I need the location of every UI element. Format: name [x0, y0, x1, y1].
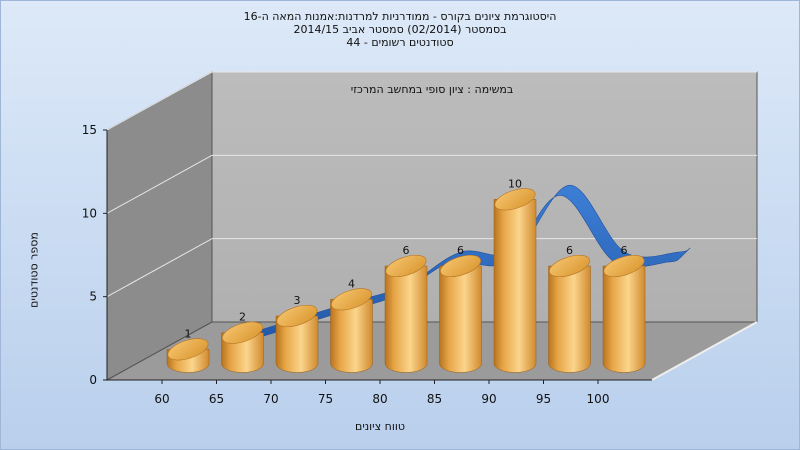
- x-axis-ticks: 60 65 70 75 80 85 90 95 100: [154, 380, 609, 406]
- bar-cap: [167, 338, 209, 361]
- bar-value-label: 6: [403, 244, 410, 257]
- x-tick-label: 90: [481, 392, 496, 406]
- bar-65: 2: [221, 311, 264, 373]
- bar-value-label: 2: [239, 311, 246, 324]
- x-tick-label: 60: [154, 392, 169, 406]
- bar-cap: [494, 188, 536, 211]
- y-axis-ticks: 0 5 10 15: [82, 123, 107, 387]
- bar-90: 10: [493, 177, 537, 373]
- bar-70: 3: [275, 294, 319, 373]
- title-line-3: סטודנטים רשומים - 44: [346, 36, 454, 49]
- bar-value-label: 3: [294, 294, 301, 307]
- x-tick-label: 75: [318, 392, 333, 406]
- bar-cap: [222, 321, 263, 344]
- bar-value-label: 10: [508, 177, 522, 190]
- bar-body: [275, 315, 319, 373]
- y-tick-label: 15: [82, 123, 97, 137]
- bar-body: [602, 265, 646, 373]
- bar-cap: [276, 304, 318, 328]
- gridline-side: [106, 238, 213, 298]
- bar-body: [548, 265, 591, 373]
- title-line-2: בסמסטר (02/2014) סמסטר אביב 2014/15: [293, 23, 507, 36]
- bar-value-label: 6: [457, 244, 464, 257]
- bar-cap: [603, 254, 645, 278]
- y-tick-label: 10: [82, 206, 97, 220]
- bar-body: [493, 199, 537, 373]
- x-tick-label: 95: [536, 392, 551, 406]
- bar-80: 6: [384, 244, 428, 373]
- x-tick-label: 70: [263, 392, 278, 406]
- gridlines: [106, 71, 757, 298]
- bar-cap: [385, 254, 427, 278]
- y-tick-label: 0: [89, 373, 97, 387]
- y-tick-label: 5: [89, 290, 97, 304]
- gridline-side: [106, 71, 213, 131]
- bar-100: 6: [602, 244, 646, 373]
- bar-85: 6: [439, 244, 482, 373]
- bar-value-label: 4: [348, 277, 355, 290]
- bar-body: [330, 299, 373, 373]
- floor-front-edge: [651, 321, 758, 381]
- chart-title: היסטוגרמת ציונים בקורס - ממודרניות למרדנ…: [0, 10, 800, 49]
- bar-cap: [549, 254, 590, 278]
- bar-body: [439, 265, 482, 373]
- x-tick-label: 80: [372, 392, 387, 406]
- bar-75: 4: [330, 277, 373, 373]
- bar-value-label: 6: [566, 244, 573, 257]
- bar-95: 6: [548, 244, 591, 373]
- x-tick-label: 85: [427, 392, 442, 406]
- plot-subtitle: במשימה : ציון סופי במחשב המרכזי: [351, 83, 514, 96]
- bar-value-label: 1: [185, 327, 192, 340]
- y-axis-label: מספר סטודנטים: [27, 232, 41, 308]
- bar-body: [384, 265, 428, 373]
- bars: 1 2 3 4 6 6 10 6 6: [166, 177, 646, 373]
- title-line-1: היסטוגרמת ציונים בקורס - ממודרניות למרדנ…: [243, 10, 557, 23]
- x-tick-label: 100: [587, 392, 610, 406]
- x-axis-label: טווח ציונים: [355, 420, 405, 433]
- x-tick-label: 65: [209, 392, 224, 406]
- bar-cap: [331, 288, 372, 311]
- gridline-side: [106, 154, 213, 214]
- back-wall: [211, 71, 758, 323]
- bar-cap: [440, 254, 481, 278]
- bar-60: 1: [166, 327, 210, 373]
- bar-value-label: 6: [621, 244, 628, 257]
